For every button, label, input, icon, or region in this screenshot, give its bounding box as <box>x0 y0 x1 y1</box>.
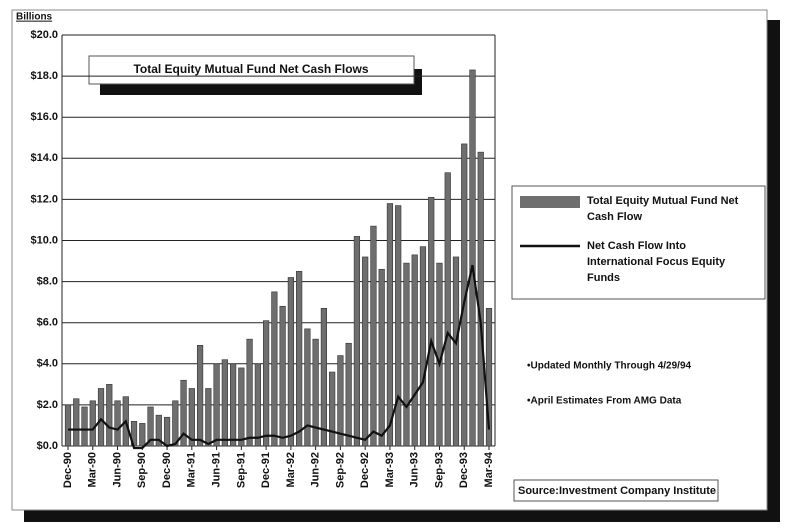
bar <box>485 308 493 447</box>
y-tick-label: $4.0 <box>37 358 58 370</box>
y-axis-label: Billions <box>16 12 53 23</box>
bar <box>254 363 261 447</box>
x-tick-label: Sep-92 <box>334 452 346 488</box>
x-tick-label: Dec-92 <box>359 452 371 488</box>
bar <box>180 379 187 447</box>
x-tick-label: Mar-94 <box>483 451 495 487</box>
x-tick-label: Mar-90 <box>87 452 99 487</box>
x-tick-label: Jun-92 <box>310 452 322 487</box>
bar <box>271 291 278 447</box>
bar <box>386 203 394 447</box>
title-box <box>88 55 415 85</box>
x-tick-label: Sep-91 <box>235 452 247 488</box>
y-tick-label: $12.0 <box>30 193 58 205</box>
bar <box>221 359 228 447</box>
bar <box>155 414 162 447</box>
bar <box>89 400 96 447</box>
bar <box>395 205 402 447</box>
bar <box>246 338 253 447</box>
y-tick-label: $2.0 <box>37 399 58 411</box>
line <box>68 264 491 450</box>
x-tick-label: Dec-91 <box>260 452 272 488</box>
x-tick-label: Sep-93 <box>433 452 445 488</box>
bar <box>97 388 105 447</box>
source: Source:Investment Company Institute <box>518 485 716 497</box>
bar <box>337 355 344 447</box>
bar <box>64 404 72 447</box>
y-tick-label: $0.0 <box>37 440 58 452</box>
bar <box>345 342 352 447</box>
y-tick-label: $10.0 <box>30 234 58 246</box>
y-tick-label: $8.0 <box>37 276 58 288</box>
x-tick-label: Jun-93 <box>409 452 421 487</box>
bar <box>320 308 328 447</box>
bar <box>411 254 418 447</box>
bar <box>296 271 303 447</box>
bar <box>229 363 237 447</box>
legend-swatch-bar <box>520 196 580 208</box>
bar <box>353 236 361 447</box>
bar <box>106 384 113 447</box>
bar <box>362 256 369 447</box>
bar <box>279 305 286 447</box>
bar <box>147 406 154 447</box>
bar <box>205 388 212 447</box>
x-tick-label: Jun-90 <box>111 452 123 487</box>
y-tick-label: $14.0 <box>30 152 58 164</box>
annotation: •Updated Monthly Through 4/29/94 <box>527 361 692 372</box>
y-tick-label: $6.0 <box>37 317 58 329</box>
bar <box>114 400 121 447</box>
chart-title: Total Equity Mutual Fund Net Cash Flows <box>133 62 368 76</box>
x-tick-label: Mar-93 <box>384 452 396 487</box>
bar <box>378 268 385 447</box>
bar <box>81 406 88 447</box>
x-tick-label: Sep-90 <box>136 452 148 488</box>
bar <box>73 398 80 447</box>
legend-label: Total Equity Mutual Fund Net Cash Flow <box>587 195 739 223</box>
x-tick-label: Dec-90 <box>161 452 173 488</box>
x-tick-label: Mar-92 <box>285 452 297 487</box>
source-box <box>513 479 719 502</box>
x-tick-label: Dec-90 <box>62 452 74 488</box>
bar <box>469 69 476 447</box>
bar <box>444 172 451 447</box>
y-tick-label: $18.0 <box>30 70 58 82</box>
bar <box>304 328 311 447</box>
bar <box>419 246 427 447</box>
bar <box>287 277 294 447</box>
bar <box>188 388 195 447</box>
annotation: •April Estimates From AMG Data <box>527 396 682 407</box>
bar <box>370 225 377 447</box>
x-tick-label: Dec-93 <box>458 452 470 488</box>
bar <box>312 338 319 447</box>
bar <box>461 143 468 447</box>
bar <box>403 262 410 447</box>
bar <box>477 151 484 447</box>
bar <box>452 256 460 447</box>
bar <box>172 400 179 447</box>
bar <box>139 423 146 447</box>
legend-label: Net Cash Flow Into International Focus E… <box>587 240 726 284</box>
x-tick-label: Jun-91 <box>210 452 222 487</box>
y-tick-label: $16.0 <box>30 111 58 123</box>
x-tick-label: Mar-91 <box>186 452 198 487</box>
bar <box>329 371 336 447</box>
bar <box>196 345 204 447</box>
bar <box>238 367 245 447</box>
bar <box>263 320 270 447</box>
bar <box>213 363 220 447</box>
bar <box>428 197 435 447</box>
y-tick-label: $20.0 <box>30 29 58 41</box>
bar <box>163 416 171 447</box>
